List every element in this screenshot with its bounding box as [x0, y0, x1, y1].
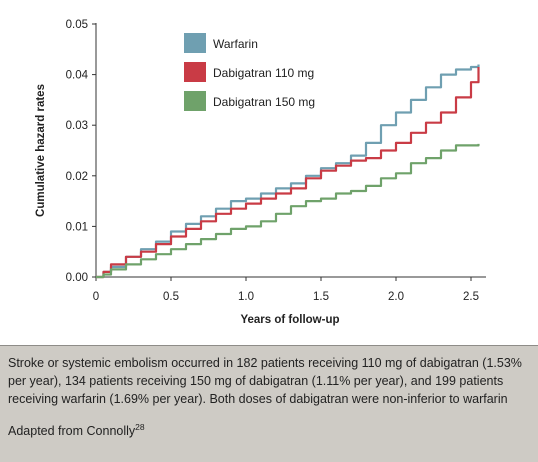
source-reference: 28 [135, 421, 145, 432]
x-tick-label: 1.5 [313, 291, 329, 303]
chart-panel: 0.00 0.01 0.02 0.03 0.04 0.05 0 0.5 1.0 1.5 2.0 2.5… [35, 19, 486, 326]
y-tick-label: 0.02 [66, 171, 88, 183]
y-tick-label: 0.05 [66, 19, 88, 31]
series-line-dabigatran-110-mg [96, 67, 480, 279]
x-tick-label: 1.0 [238, 291, 254, 303]
y-tick-label: 0.01 [66, 221, 88, 233]
legend-label-warfarin: Warfarin [213, 37, 258, 51]
source-line: Adapted from Connolly28 [8, 422, 528, 440]
y-axis-title: Cumulative hazard rates [35, 84, 47, 217]
caption-text: Stroke or systemic embolism occurred in … [8, 356, 522, 406]
legend-swatch-dabigatran-110-mg [184, 62, 206, 82]
y-tick-label: 0.03 [66, 120, 88, 132]
legend-label-dabigatran-150-mg: Dabigatran 150 mg [213, 95, 315, 109]
hazard-chart: 0.00 0.01 0.02 0.03 0.04 0.05 0 0.5 1.0 1.5 2.0 2.5… [35, 19, 486, 326]
legend-label-dabigatran-110-mg: Dabigatran 110 mg [213, 66, 314, 80]
y-tick-label: 0.00 [66, 272, 88, 284]
y-tick-label: 0.04 [66, 70, 89, 82]
series-line-dabigatran-150-mg [96, 143, 480, 279]
x-tick-label: 0.5 [163, 291, 179, 303]
legend-swatch-dabigatran-150-mg [184, 91, 206, 111]
legend-swatch-warfarin [184, 33, 206, 53]
x-tick-label: 2.5 [463, 291, 479, 303]
source-text: Adapted from Connolly [8, 424, 136, 438]
x-tick-label: 0 [93, 291, 99, 303]
plot-area: 0.00 0.01 0.02 0.03 0.04 0.05 0 0.5 1.0 1.5 2.0 2.5… [35, 19, 486, 326]
x-axis-title: Years of follow-up [240, 314, 339, 326]
caption-panel: Stroke or systemic embolism occurred in … [0, 345, 538, 462]
x-tick-label: 2.0 [388, 291, 404, 303]
